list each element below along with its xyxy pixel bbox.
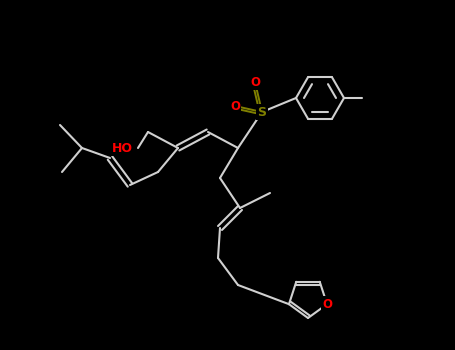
Text: O: O xyxy=(250,76,260,89)
Text: O: O xyxy=(230,99,240,112)
Text: O: O xyxy=(322,298,332,311)
Text: HO: HO xyxy=(111,141,132,154)
Text: S: S xyxy=(258,105,267,119)
